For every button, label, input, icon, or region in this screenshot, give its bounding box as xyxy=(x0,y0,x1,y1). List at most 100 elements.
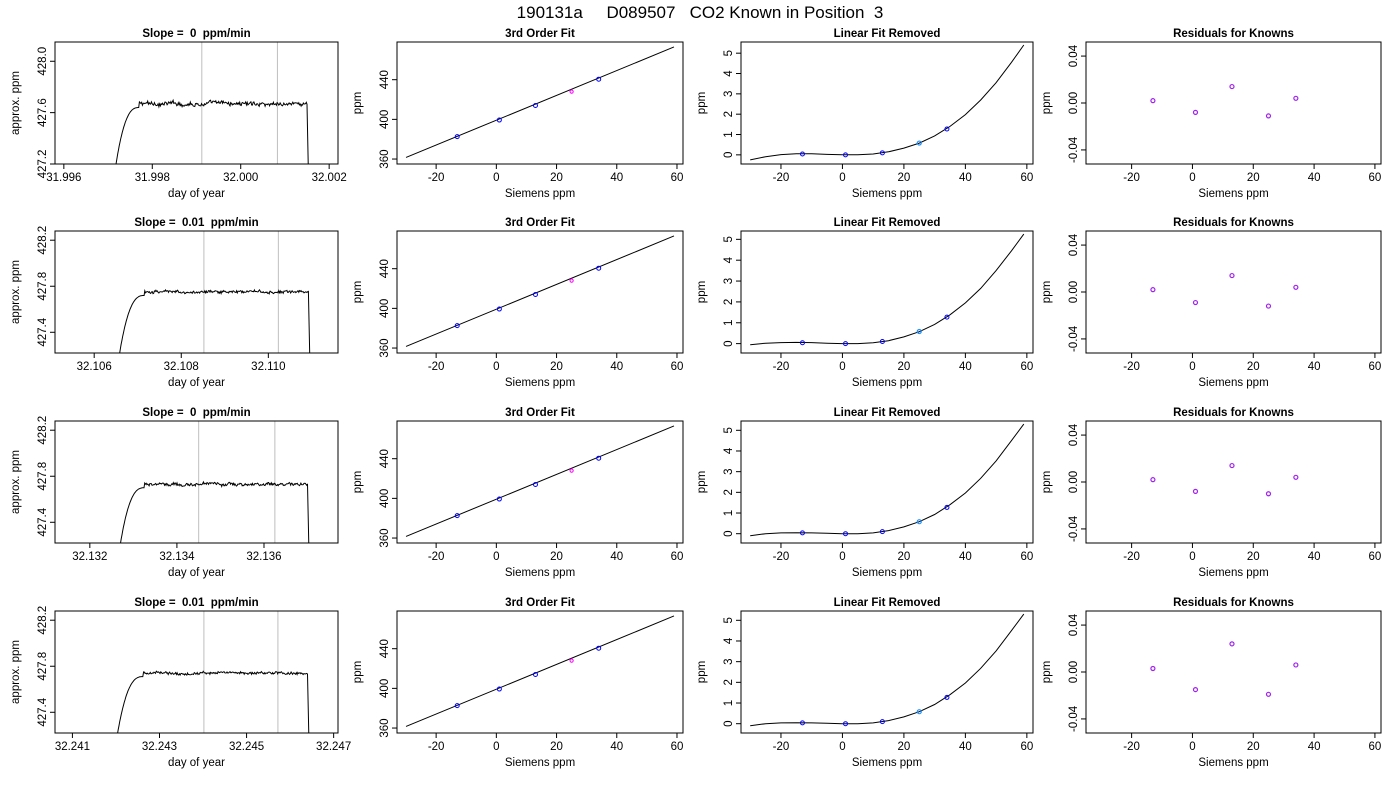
x-tick-label: -20 xyxy=(773,741,790,753)
series-trace xyxy=(115,98,309,164)
y-axis-label: ppm xyxy=(696,471,708,493)
x-tick-label: 60 xyxy=(671,551,684,563)
known-point xyxy=(496,306,502,312)
x-tick-label: 20 xyxy=(1247,172,1260,184)
fit-curve xyxy=(750,44,1025,161)
y-tick-label: 428.2 xyxy=(37,606,49,635)
y-tick-label: 0.04 xyxy=(1068,423,1080,446)
x-tick-label: 60 xyxy=(1020,551,1033,563)
figure-title: 190131a D089507 CO2 Known in Position 3 xyxy=(516,3,884,22)
x-tick-label: 32.106 xyxy=(77,361,112,373)
y-axis-label: ppm xyxy=(352,281,364,303)
y-tick-label: 4 xyxy=(723,637,735,644)
y-tick-label: 428.0 xyxy=(37,47,49,76)
residual-point xyxy=(1192,686,1199,693)
y-axis-label: ppm xyxy=(1041,281,1053,303)
y-axis-label: ppm xyxy=(1041,92,1053,114)
x-tick-label: -20 xyxy=(428,551,445,563)
x-tick-label: 60 xyxy=(1020,741,1033,753)
known-point xyxy=(799,340,805,346)
y-tick-label: -0.04 xyxy=(1068,705,1080,732)
y-tick-label: 1 xyxy=(723,320,735,326)
y-tick-label: 2 xyxy=(723,111,735,117)
y-tick-label: 1 xyxy=(723,510,735,516)
x-tick-label: -20 xyxy=(428,741,445,753)
residual-point xyxy=(1192,109,1199,115)
plot-frame xyxy=(396,610,684,734)
panel-r1-fit: 3rd Order Fit -20 0 20 40 60 360 400 440 Siemens … xyxy=(352,28,684,200)
known-point xyxy=(454,513,460,519)
x-tick-label: 0 xyxy=(1189,172,1195,184)
panel-title: 3rd Order Fit xyxy=(505,597,575,609)
x-tick-label: 60 xyxy=(1369,551,1382,563)
plot-area xyxy=(405,235,675,347)
y-axis-label: approx. ppm xyxy=(10,450,22,514)
known-point xyxy=(596,455,602,461)
plot-area xyxy=(115,42,309,164)
residual-point xyxy=(1265,491,1272,497)
plot-frame xyxy=(396,420,684,544)
y-tick-label: 4 xyxy=(723,256,735,263)
x-tick-label: 40 xyxy=(959,551,972,563)
unknown-point xyxy=(569,658,574,663)
fit-line xyxy=(405,235,675,347)
x-tick-label: 40 xyxy=(959,172,972,184)
known-point xyxy=(879,529,885,535)
x-tick-label: 32.000 xyxy=(223,172,258,184)
x-tick-label: 20 xyxy=(1247,361,1260,373)
y-tick-label: 0 xyxy=(723,340,735,346)
y-tick-label: 1 xyxy=(723,131,735,137)
residual-point xyxy=(1229,462,1235,469)
panel-title: Slope = 0.01 ppm/min xyxy=(134,597,258,609)
x-tick-label: 20 xyxy=(898,172,911,184)
plot-frame xyxy=(54,41,339,165)
y-axis-label: ppm xyxy=(696,92,708,114)
plot-frame xyxy=(1085,610,1382,734)
x-tick-label: 60 xyxy=(1020,361,1033,373)
y-tick-label: 427.6 xyxy=(37,98,49,127)
x-tick-label: 0 xyxy=(493,741,499,753)
known-point xyxy=(843,152,849,158)
residual-point xyxy=(1293,474,1299,480)
y-axis-label: ppm xyxy=(352,471,364,493)
x-tick-label: 40 xyxy=(610,551,623,563)
y-tick-label: 360 xyxy=(379,338,391,357)
y-tick-label: 427.4 xyxy=(37,507,49,536)
x-tick-label: -20 xyxy=(773,551,790,563)
y-tick-label: 427.8 xyxy=(37,272,49,301)
y-tick-label: 0.00 xyxy=(1068,281,1080,303)
y-tick-label: 0.04 xyxy=(1068,233,1080,256)
panel-title: Residuals for Knowns xyxy=(1173,28,1294,40)
panel-title: 3rd Order Fit xyxy=(505,28,575,40)
known-point xyxy=(944,314,950,320)
residual-point xyxy=(1192,488,1199,494)
known-point xyxy=(596,645,602,651)
x-tick-label: 32.134 xyxy=(159,551,195,563)
y-tick-label: 0.00 xyxy=(1068,92,1080,114)
residual-point xyxy=(1150,287,1156,293)
x-tick-label: 40 xyxy=(1308,741,1321,753)
y-axis-label: ppm xyxy=(352,661,364,683)
known-point xyxy=(843,721,849,727)
residual-point xyxy=(1229,83,1235,90)
x-tick-label: 20 xyxy=(1247,551,1260,563)
y-tick-label: 2 xyxy=(723,299,735,305)
residual-point xyxy=(1293,95,1299,101)
plot-area xyxy=(120,421,310,543)
y-tick-label: 0 xyxy=(723,530,735,536)
plot-frame xyxy=(54,610,339,734)
y-tick-label: 4 xyxy=(723,447,735,454)
residual-point xyxy=(1150,665,1156,672)
x-tick-label: 0 xyxy=(839,172,845,184)
known-point xyxy=(496,496,502,502)
plot-frame xyxy=(1085,420,1382,544)
plot-frame xyxy=(740,230,1034,354)
x-axis-label: day of year xyxy=(168,757,225,769)
x-tick-label: 0 xyxy=(1189,741,1195,753)
known-point xyxy=(944,504,950,510)
x-tick-label: -20 xyxy=(428,361,445,373)
y-tick-label: 5 xyxy=(723,236,735,242)
known-point xyxy=(879,150,885,156)
panel-title: Linear Fit Removed xyxy=(834,28,941,40)
